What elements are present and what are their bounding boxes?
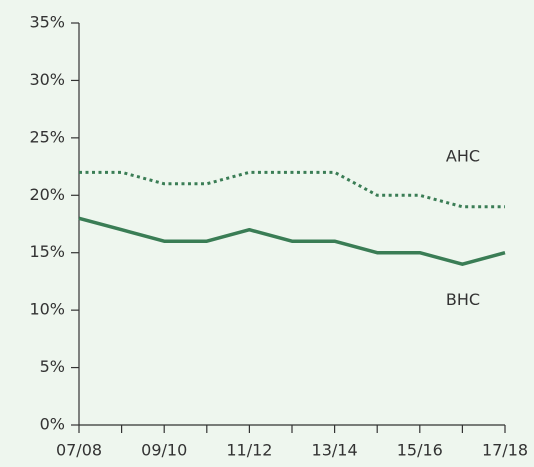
- x-tick-label: 07/08: [56, 441, 102, 460]
- x-tick-label: 11/12: [226, 441, 272, 460]
- y-tick-label: 0%: [40, 415, 65, 434]
- x-tick-label: 17/18: [482, 441, 528, 460]
- x-tick-label: 13/14: [312, 441, 358, 460]
- series-label: BHC: [446, 290, 480, 309]
- x-tick-label: 15/16: [397, 441, 443, 460]
- series-line: [78, 216, 506, 266]
- series-label: AHC: [446, 146, 480, 165]
- series-line: [79, 170, 505, 209]
- y-tick-label: 25%: [29, 127, 65, 146]
- y-tick-label: 30%: [29, 70, 65, 89]
- y-tick-label: 15%: [29, 242, 65, 261]
- y-tick-label: 5%: [40, 357, 65, 376]
- y-tick-label: 10%: [29, 300, 65, 319]
- y-tick-label: 35%: [29, 13, 65, 32]
- x-tick-label: 09/10: [141, 441, 187, 460]
- y-tick-label: 20%: [29, 185, 65, 204]
